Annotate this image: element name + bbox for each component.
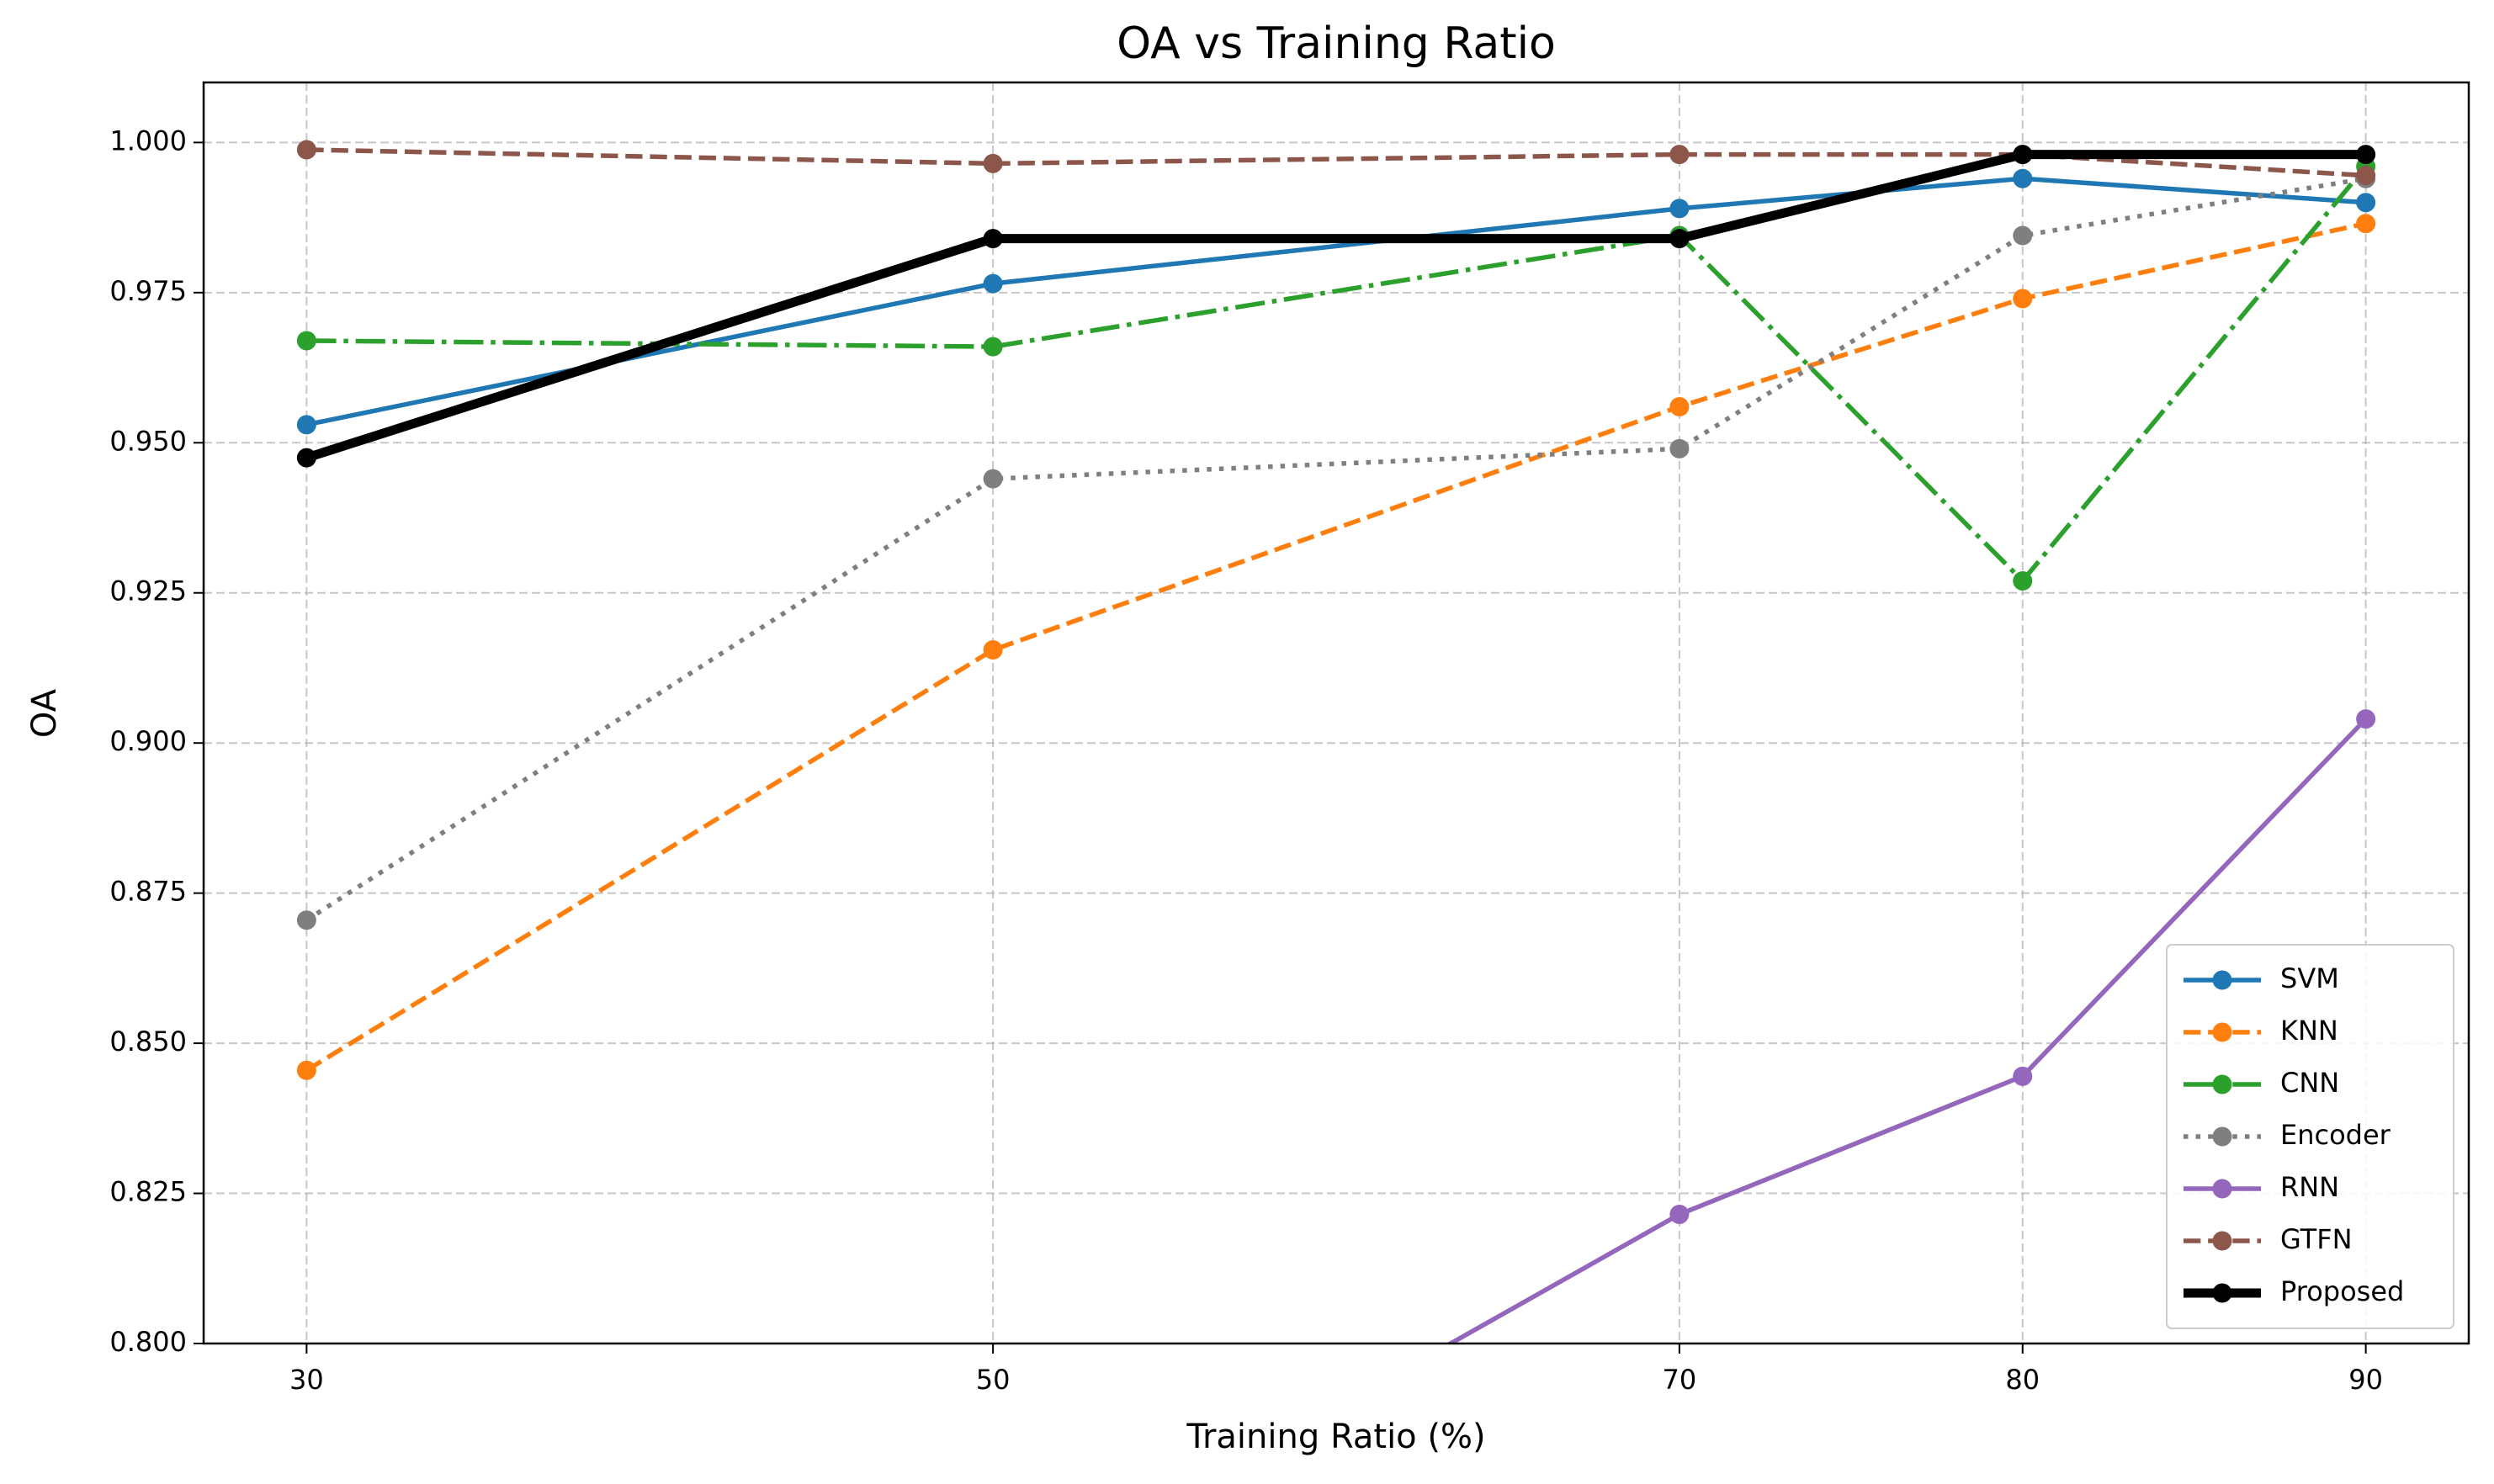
y-tick-label: 1.000 xyxy=(109,125,187,156)
data-point xyxy=(1669,199,1690,219)
data-point xyxy=(296,140,316,160)
y-tick-label: 0.975 xyxy=(109,275,187,307)
data-point xyxy=(1669,229,1690,249)
x-tick-label: 30 xyxy=(289,1364,324,1396)
data-point xyxy=(2356,145,2376,165)
legend-marker xyxy=(2212,1231,2232,1251)
data-point xyxy=(1669,438,1690,458)
legend-label: KNN xyxy=(2280,1015,2338,1047)
data-point xyxy=(2013,168,2033,188)
legend-label: CNN xyxy=(2280,1067,2339,1099)
y-tick-label: 0.825 xyxy=(109,1176,187,1208)
data-point xyxy=(2356,214,2376,234)
series-line xyxy=(306,147,2366,178)
legend-label: Encoder xyxy=(2280,1119,2391,1151)
legend-label: Proposed xyxy=(2280,1275,2404,1307)
legend-marker xyxy=(2212,970,2232,990)
data-point xyxy=(1669,396,1690,416)
legend-marker xyxy=(2212,1022,2232,1042)
data-point xyxy=(983,273,1003,294)
x-tick-label: 90 xyxy=(2348,1364,2383,1396)
ticks: 30 50 70 80 90 0.800 0.825 0.850 0.875 0.900 0.925… xyxy=(109,125,2383,1396)
x-tick-label: 80 xyxy=(2005,1364,2040,1396)
data-point xyxy=(983,640,1003,660)
data-point xyxy=(2356,166,2376,186)
axes-frame xyxy=(202,81,2470,1345)
legend-marker xyxy=(2212,1283,2232,1303)
data-point xyxy=(983,337,1003,357)
data-point xyxy=(2013,570,2033,591)
data-point xyxy=(296,910,316,930)
plot-area xyxy=(296,140,2376,1344)
y-tick-label: 0.925 xyxy=(109,575,187,607)
data-point xyxy=(2356,193,2376,213)
data-point xyxy=(983,153,1003,173)
data-point xyxy=(983,229,1003,249)
data-point xyxy=(2356,709,2376,729)
chart-title: OA vs Training Ratio xyxy=(1117,19,1556,69)
x-tick-label: 70 xyxy=(1663,1364,1697,1396)
y-axis-label: OA xyxy=(25,688,64,738)
legend-marker xyxy=(2212,1074,2232,1094)
data-point xyxy=(1669,145,1690,165)
y-tick-label: 0.950 xyxy=(109,425,187,457)
series-line xyxy=(305,150,2366,463)
data-point xyxy=(296,448,316,468)
y-tick-label: 0.800 xyxy=(109,1326,187,1358)
data-point xyxy=(2013,289,2033,309)
data-point xyxy=(296,1060,316,1080)
x-tick-label: 50 xyxy=(976,1364,1011,1396)
series-line xyxy=(1446,717,2368,1344)
legend-label: GTFN xyxy=(2280,1223,2353,1255)
legend-label: RNN xyxy=(2280,1171,2339,1203)
data-point xyxy=(296,415,316,435)
legend-marker xyxy=(2212,1179,2232,1199)
y-tick-label: 0.875 xyxy=(109,876,187,908)
data-point xyxy=(1669,1205,1690,1225)
data-point xyxy=(2013,225,2033,246)
series-line xyxy=(305,221,2367,1073)
data-point xyxy=(296,331,316,351)
series-line xyxy=(305,176,2366,427)
legend-box xyxy=(2166,944,2454,1329)
data-point xyxy=(2013,145,2033,165)
x-axis-label: Training Ratio (%) xyxy=(1186,1418,1485,1456)
legend-label: SVM xyxy=(2280,962,2339,994)
series-line xyxy=(305,176,2367,923)
data-point xyxy=(983,469,1003,489)
y-tick-label: 0.900 xyxy=(109,725,187,757)
grid xyxy=(204,82,2469,1344)
legend-marker xyxy=(2212,1126,2232,1147)
legend: SVM KNN CNN Encoder RNN GTFN Proposed xyxy=(2166,944,2454,1329)
data-point xyxy=(2013,1066,2033,1086)
y-tick-label: 0.850 xyxy=(109,1026,187,1057)
